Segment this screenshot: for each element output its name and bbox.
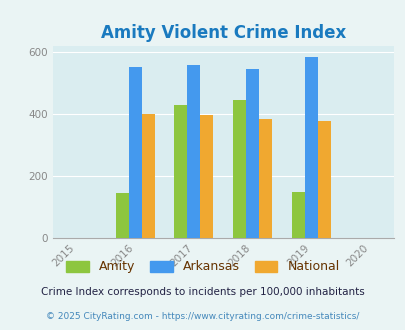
Text: Crime Index corresponds to incidents per 100,000 inhabitants: Crime Index corresponds to incidents per… [41,287,364,297]
Bar [128,67,141,238]
Bar [258,119,271,238]
Bar [233,100,245,238]
Bar [174,105,187,238]
Bar [141,114,154,238]
Bar [291,192,304,238]
Bar [200,115,213,238]
Bar [187,65,200,238]
Title: Amity Violent Crime Index: Amity Violent Crime Index [100,24,345,42]
Legend: Amity, Arkansas, National: Amity, Arkansas, National [61,255,344,279]
Bar [115,193,128,238]
Bar [304,57,317,238]
Text: © 2025 CityRating.com - https://www.cityrating.com/crime-statistics/: © 2025 CityRating.com - https://www.city… [46,312,359,321]
Bar [317,120,330,238]
Bar [245,69,258,238]
